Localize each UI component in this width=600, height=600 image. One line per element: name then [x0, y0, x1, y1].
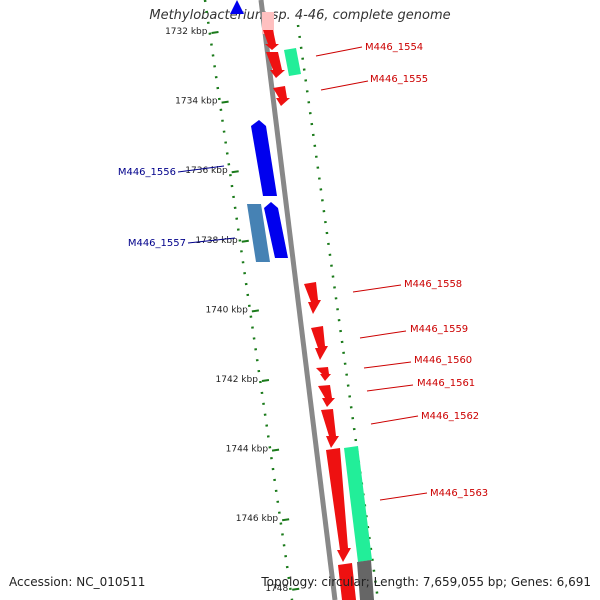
- leader-line-M446_1555: [320, 80, 369, 91]
- gene-clipped-top-pink[interactable]: [262, 12, 274, 34]
- axis-tick-label: 1736 kbp: [185, 166, 228, 176]
- gene-M446_1561[interactable]: [318, 385, 335, 407]
- axis-tick: [292, 587, 300, 591]
- gene-M446_1560[interactable]: [316, 367, 331, 381]
- axis-tick-label: 1742 kbp: [216, 375, 259, 385]
- gene-M446_1555[interactable]: [273, 86, 290, 106]
- axis-tick-label: 1748: [265, 584, 288, 594]
- leader-line-M446_1559: [359, 330, 407, 339]
- axis-tick-label: 1734 kbp: [175, 97, 218, 107]
- gene-M446_1563-red[interactable]: [326, 448, 351, 562]
- genome-title: Methylobacterium sp. 4-46, complete geno…: [149, 8, 451, 23]
- axis-tick: [271, 448, 280, 452]
- gene-bottom-red[interactable]: [338, 563, 356, 600]
- label-M446_1563[interactable]: M446_1563: [430, 488, 488, 499]
- gene-red-2[interactable]: [266, 52, 285, 78]
- gene-M446_1563-rna[interactable]: [344, 446, 372, 562]
- label-M446_1559[interactable]: M446_1559: [410, 324, 468, 335]
- gene-M446_1557-light[interactable]: [247, 204, 270, 262]
- axis-tick: [231, 170, 239, 174]
- accession-label: Accession: NC_010511: [9, 575, 146, 589]
- axis-tick: [261, 379, 270, 382]
- label-M446_1556[interactable]: M446_1556: [118, 167, 176, 178]
- gene-M446_1559[interactable]: [311, 326, 328, 360]
- label-M446_1561[interactable]: M446_1561: [417, 378, 475, 389]
- axis-tick-label: 1738 kbp: [195, 236, 238, 246]
- axis-tick-label: 1732 kbp: [165, 27, 208, 37]
- leader-line-M446_1557: [187, 237, 236, 244]
- label-M446_1555[interactable]: M446_1555: [370, 74, 428, 85]
- genome-summary: Topology: circular; Length: 7,659,055 bp…: [261, 575, 591, 589]
- axis-tick-label: 1740 kbp: [205, 305, 248, 315]
- gene-M446_1558[interactable]: [304, 282, 321, 314]
- axis-tick: [251, 309, 260, 313]
- gene-M446_1562[interactable]: [321, 409, 339, 448]
- gene-clipped-top-blue[interactable]: [230, 0, 244, 14]
- gene-rna-1554[interactable]: [284, 48, 301, 76]
- leader-line-M446_1560: [363, 361, 412, 369]
- axis-tick: [211, 31, 219, 34]
- label-M446_1557[interactable]: M446_1557: [128, 238, 186, 249]
- leader-line-M446_1558: [352, 284, 402, 293]
- label-M446_1560[interactable]: M446_1560: [414, 355, 472, 366]
- axis-tick: [221, 100, 229, 104]
- label-M446_1558[interactable]: M446_1558: [404, 279, 462, 290]
- axis-tick: [281, 518, 290, 522]
- gene-M446_1557[interactable]: [264, 202, 288, 258]
- gene-bottom-grey[interactable]: [357, 560, 374, 600]
- genome-backbone: [258, 0, 338, 600]
- leader-line-M446_1554: [315, 46, 363, 57]
- gene-M446_1556[interactable]: [251, 120, 277, 196]
- left-gene-labels: M446_1556 M446_1557: [118, 165, 236, 249]
- leader-line-M446_1562: [370, 415, 419, 425]
- axis-tick-label: 1744 kbp: [226, 445, 269, 455]
- label-M446_1562[interactable]: M446_1562: [421, 411, 479, 422]
- axis-tick: [241, 239, 249, 243]
- leader-line-M446_1563: [379, 492, 428, 501]
- gene-red-1[interactable]: [263, 30, 279, 50]
- axis-tick-label: 1746 kbp: [236, 514, 279, 524]
- right-gene-labels: M446_1554 M446_1555 M446_1558 M446_1559 …: [315, 42, 488, 501]
- leader-line-M446_1556: [177, 165, 225, 173]
- leader-line-M446_1561: [366, 384, 414, 392]
- label-M446_1554[interactable]: M446_1554: [365, 42, 423, 53]
